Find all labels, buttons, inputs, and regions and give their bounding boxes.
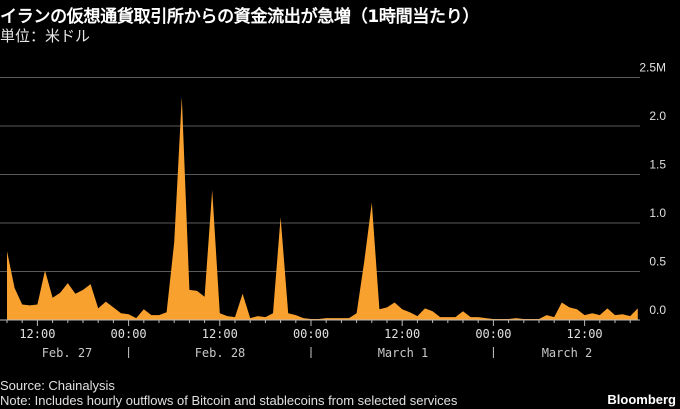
series-area (6, 96, 638, 321)
source-note: Source: Chainalysis (0, 378, 115, 393)
x-tick-label: 12:00 (202, 327, 238, 341)
x-tick-label: 00:00 (475, 327, 511, 341)
y-tick-label: 2.0 (649, 109, 666, 123)
chart-title: イランの仮想通貨取引所からの資金流出が急増（1時間当たり） (0, 7, 480, 27)
chart-subtitle: 単位：米ドル (0, 27, 91, 45)
x-date-label: March 1 (378, 346, 429, 360)
y-tick-label: 2.5M (639, 61, 666, 75)
y-tick-label: 1.0 (649, 206, 666, 220)
gridlines (0, 77, 640, 272)
outflow-area (7, 96, 638, 321)
x-date-label: Feb. 28 (195, 346, 246, 360)
x-tick-label: 00:00 (111, 327, 147, 341)
x-date-label: Feb. 27 (42, 346, 93, 360)
x-date-label: March 2 (542, 346, 593, 360)
bloomberg-logo: Bloomberg (607, 392, 676, 407)
y-tick-label: 1.5 (649, 158, 666, 172)
y-axis-labels: 0.0 0.5 1.0 1.5 2.0 2.5M (639, 61, 666, 318)
x-tick-label: 12:00 (19, 327, 55, 341)
x-tick-label: 12:00 (384, 327, 420, 341)
x-tick-label: 00:00 (293, 327, 329, 341)
footnote: Note: Includes hourly outflows of Bitcoi… (0, 393, 458, 408)
y-tick-label: 0.0 (649, 303, 666, 317)
x-axis: 12:00 00:00 12:00 00:00 12:00 00:00 12:00 Feb. … (0, 319, 640, 360)
y-tick-label: 0.5 (649, 255, 666, 269)
x-tick-label: 12:00 (567, 327, 603, 341)
